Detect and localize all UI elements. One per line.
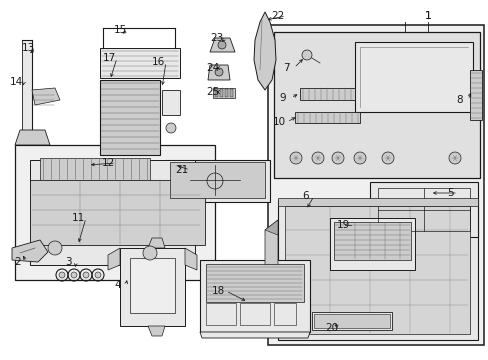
Circle shape (218, 41, 225, 49)
Bar (299, 88, 354, 100)
Text: 1: 1 (424, 11, 430, 21)
Bar (40, 158, 150, 180)
Bar (229, 89, 232, 97)
Text: 22: 22 (271, 11, 284, 21)
Polygon shape (209, 38, 235, 52)
Circle shape (95, 272, 101, 278)
Bar (120, 248, 184, 326)
Bar (30, 160, 195, 265)
Bar (220, 89, 223, 97)
Bar (267, 25, 483, 345)
Polygon shape (264, 220, 278, 235)
Bar (100, 48, 180, 78)
Text: 25: 25 (206, 87, 219, 97)
Polygon shape (184, 248, 197, 270)
Text: 14: 14 (9, 77, 22, 87)
Circle shape (311, 152, 324, 164)
Circle shape (83, 272, 89, 278)
Circle shape (215, 68, 223, 76)
Text: 18: 18 (211, 286, 224, 296)
Text: 23: 23 (210, 33, 223, 43)
Text: 4: 4 (115, 280, 121, 290)
Polygon shape (207, 65, 229, 80)
Bar (215, 89, 218, 97)
Polygon shape (148, 238, 164, 248)
Bar (311, 312, 391, 330)
Polygon shape (278, 200, 477, 340)
Circle shape (142, 246, 157, 260)
Bar (205, 303, 236, 325)
Bar (170, 162, 264, 198)
Bar (469, 70, 481, 120)
Bar (213, 88, 235, 98)
Text: 13: 13 (21, 43, 35, 53)
Bar (162, 90, 180, 115)
Polygon shape (264, 220, 278, 280)
Circle shape (381, 152, 393, 164)
Circle shape (48, 241, 62, 255)
Bar (273, 303, 295, 325)
Text: 19: 19 (336, 220, 349, 230)
Bar (377, 188, 469, 231)
Bar (333, 222, 410, 260)
Bar (278, 198, 477, 206)
Bar (224, 89, 227, 97)
Text: 15: 15 (113, 25, 126, 35)
Polygon shape (148, 326, 164, 336)
Text: 20: 20 (325, 323, 338, 333)
Polygon shape (12, 240, 48, 262)
Bar (205, 264, 304, 302)
Text: 8: 8 (456, 95, 462, 105)
Text: 10: 10 (272, 117, 285, 127)
Text: 21: 21 (175, 165, 188, 175)
Polygon shape (15, 130, 50, 145)
Bar (200, 260, 309, 332)
Bar (285, 206, 469, 334)
Text: 11: 11 (71, 213, 84, 223)
Bar (164, 160, 269, 202)
Bar (100, 80, 160, 155)
Bar (15, 145, 215, 280)
Text: 16: 16 (151, 57, 164, 67)
Text: 17: 17 (102, 53, 115, 63)
Bar (22, 40, 32, 135)
Polygon shape (108, 248, 120, 270)
Bar (240, 303, 269, 325)
Text: 24: 24 (206, 63, 219, 73)
Bar (329, 218, 414, 270)
Polygon shape (253, 12, 275, 90)
Circle shape (289, 152, 302, 164)
Circle shape (59, 272, 65, 278)
Circle shape (302, 50, 311, 60)
Circle shape (448, 152, 460, 164)
Text: 3: 3 (64, 257, 71, 267)
Text: 12: 12 (101, 158, 114, 168)
Polygon shape (32, 88, 60, 105)
Text: 2: 2 (15, 257, 21, 267)
Bar (313, 314, 389, 328)
Polygon shape (200, 332, 309, 338)
Bar (273, 32, 479, 178)
Circle shape (71, 272, 77, 278)
Bar (294, 112, 359, 123)
Bar (369, 182, 477, 237)
Text: 1: 1 (424, 11, 430, 21)
Circle shape (165, 123, 176, 133)
Text: 5: 5 (446, 188, 452, 198)
Circle shape (331, 152, 343, 164)
Bar (30, 180, 204, 245)
Text: 7: 7 (282, 63, 289, 73)
Text: 6: 6 (302, 191, 309, 201)
Bar (130, 258, 175, 313)
Bar (354, 42, 472, 112)
Text: 9: 9 (279, 93, 286, 103)
Circle shape (353, 152, 365, 164)
